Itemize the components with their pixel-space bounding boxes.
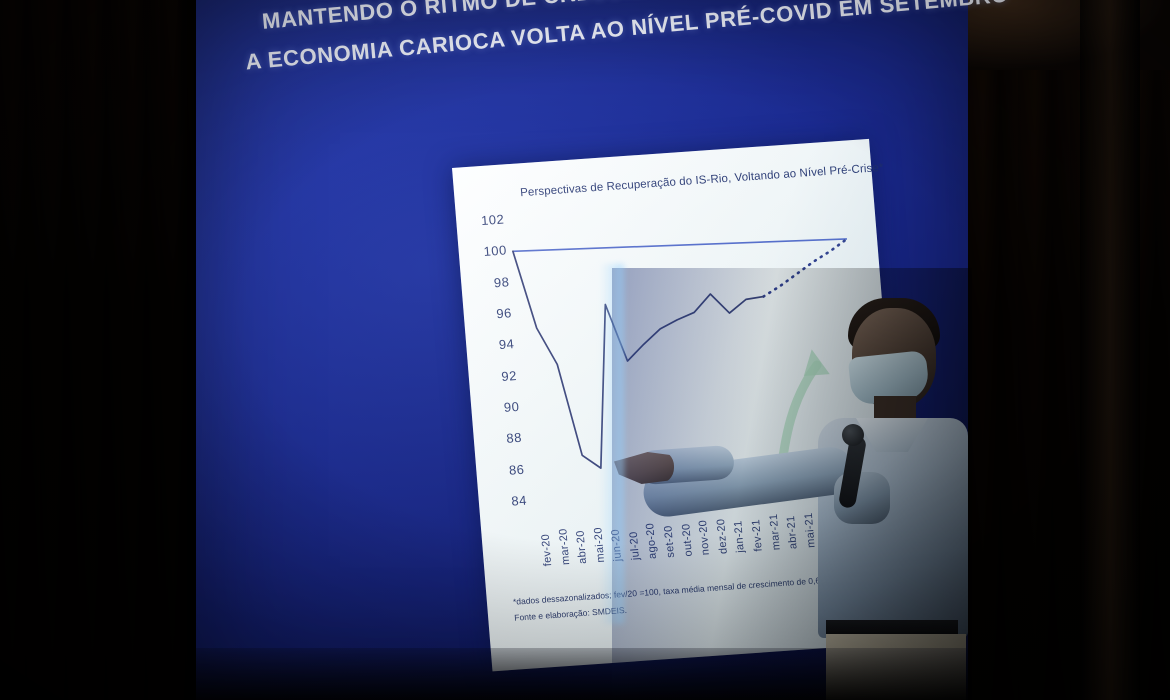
y-axis-tick: 102 [480,211,505,229]
stage-curtain-left [0,0,200,700]
x-axis-tick: fev-20 [539,533,555,567]
y-axis-tick: 96 [495,305,513,322]
speaker-figure [612,268,972,700]
y-axis-tick: 94 [498,336,515,353]
y-axis-tick: 92 [500,367,518,384]
y-axis-tick: 86 [508,461,525,478]
pre-crisis-reference-line [512,238,847,253]
microphone-head-icon [842,424,864,446]
y-axis-tick: 90 [503,398,520,415]
y-axis-tick: 88 [505,430,523,447]
speaker-pointing-hand [614,452,674,484]
y-axis-tick: 98 [493,273,510,290]
x-axis-tick: abr-20 [574,529,590,565]
screen-lower-shadow [196,648,968,700]
y-axis-tick: 100 [483,242,508,260]
x-axis-tick: mai-20 [592,526,607,563]
x-axis-tick: mar-20 [556,528,572,566]
stage-pillar [1080,0,1140,700]
y-axis-tick: 84 [510,492,528,509]
